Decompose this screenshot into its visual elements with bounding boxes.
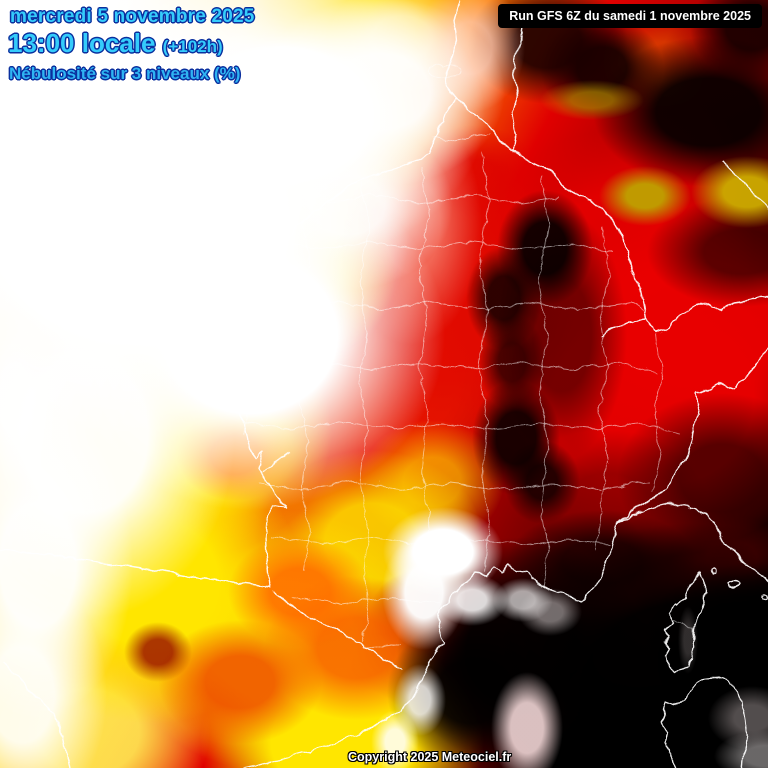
copyright-notice: Copyright 2025 Meteociel.fr (348, 750, 512, 764)
minor-border-lines (426, 63, 693, 641)
forecast-local-time: 13:00 locale (8, 28, 156, 58)
coast-sardinia-north (701, 675, 746, 768)
coast-sardinia-west (659, 676, 703, 768)
corsica-department-line (671, 617, 693, 641)
department-borders (139, 131, 679, 649)
border-pyrenees (271, 589, 401, 669)
border-belgium-germany (453, 95, 645, 319)
layer-title: Nébulosité sur 3 niveaux (%) (9, 64, 241, 83)
forecast-hour-offset: (+102h) (162, 37, 223, 56)
coast-mediterranean (234, 502, 734, 768)
coast-corsica (662, 570, 705, 671)
forecast-time-line: 13:00 locale (+102h) (8, 28, 223, 59)
netherlands-lake-outline (426, 63, 460, 77)
gironde-estuary (261, 451, 289, 471)
border-alps-italy (615, 344, 768, 525)
border-netherlands (509, 19, 523, 151)
run-info-box: Run GFS 6Z du samedi 1 novembre 2025 (498, 4, 762, 28)
forecast-date: mercredi 5 novembre 2025 (10, 6, 255, 27)
coast-italy (732, 549, 768, 583)
border-switzerland-north (599, 296, 768, 335)
border-germany-northeast (720, 159, 768, 208)
island-dot-2 (759, 593, 767, 601)
island-dot-1 (709, 567, 715, 573)
coast-spain-north (0, 547, 269, 587)
coast-atlantic-channel (105, 0, 459, 587)
island-elba (726, 578, 740, 586)
coast-spain-east (1, 659, 69, 768)
